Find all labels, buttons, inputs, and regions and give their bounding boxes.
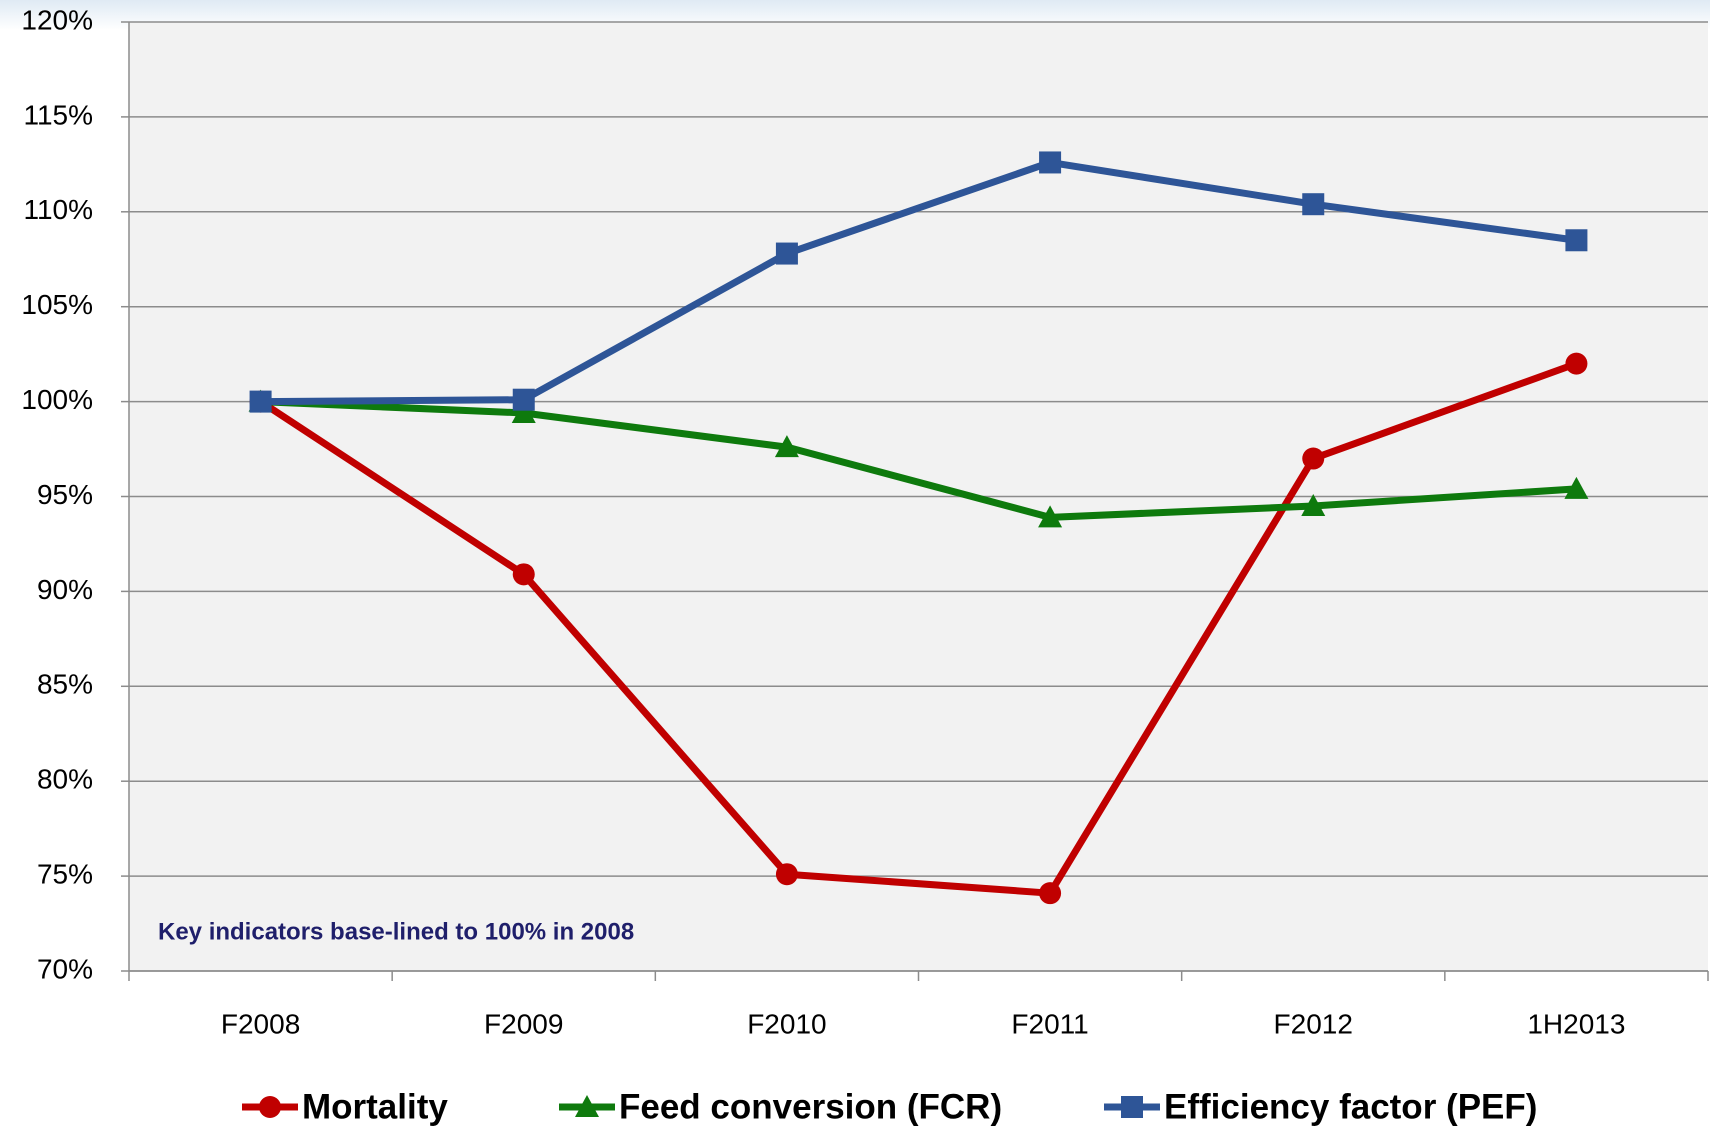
- y-tick-label: 120%: [21, 4, 93, 35]
- data-point: [511, 400, 536, 423]
- data-point: [1565, 352, 1588, 375]
- data-point: [1565, 229, 1588, 252]
- legend-label: Efficiency factor (PEF): [1164, 1087, 1537, 1126]
- y-tick-label: 110%: [23, 194, 93, 225]
- y-tick-label: 85%: [37, 669, 93, 700]
- legend-label: Feed conversion (FCR): [619, 1087, 1002, 1126]
- series-line: [258, 360, 1578, 897]
- legend-marker: [575, 1095, 599, 1117]
- data-point: [249, 390, 272, 413]
- x-tick-label: F2008: [221, 1008, 300, 1039]
- data-point: [774, 435, 799, 458]
- legend-marker: [259, 1096, 281, 1118]
- legend-label: Mortality: [302, 1087, 448, 1126]
- data-point: [775, 863, 798, 886]
- x-tick-label: F2010: [747, 1008, 826, 1039]
- data-point: [512, 388, 535, 411]
- y-tick-label: 95%: [37, 479, 93, 510]
- series-line: [260, 398, 1577, 521]
- data-point: [1039, 882, 1062, 905]
- data-point: [1038, 505, 1063, 528]
- y-tick-label: 75%: [37, 858, 93, 889]
- data-point: [1302, 193, 1325, 216]
- legend-marker: [1121, 1096, 1143, 1118]
- data-point: [1564, 476, 1589, 499]
- y-tick-label: 105%: [21, 289, 93, 320]
- series-line: [260, 158, 1577, 406]
- data-point: [1039, 151, 1062, 174]
- y-tick-label: 70%: [37, 953, 93, 984]
- data-point: [512, 563, 535, 586]
- x-tick-label: F2012: [1274, 1008, 1353, 1039]
- x-tick-label: F2011: [1011, 1008, 1088, 1039]
- x-tick-label: F2009: [484, 1008, 563, 1039]
- data-point: [1302, 447, 1325, 470]
- annotation: Key indicators base-lined to 100% in 200…: [158, 918, 634, 945]
- data-point: [775, 242, 798, 265]
- data-point: [1301, 493, 1326, 516]
- y-tick-label: 80%: [37, 764, 93, 795]
- y-tick-label: 115%: [23, 99, 93, 130]
- x-tick-label: 1H2013: [1527, 1008, 1625, 1039]
- y-tick-label: 90%: [37, 574, 93, 605]
- y-tick-label: 100%: [21, 384, 93, 415]
